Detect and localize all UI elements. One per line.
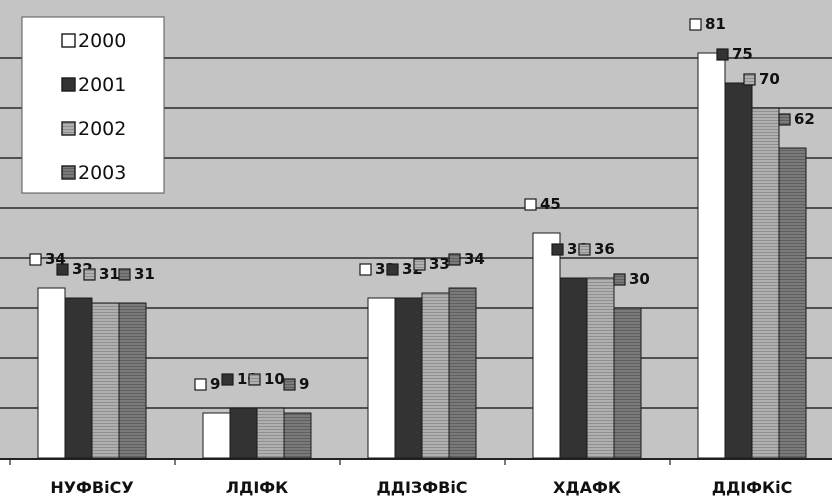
data-label-marker — [359, 263, 372, 276]
data-label-marker — [83, 268, 96, 281]
legend: 2000 2001 2002 2003 — [21, 16, 165, 194]
bar-1-2003 — [118, 302, 147, 459]
data-label-marker — [283, 378, 296, 391]
bar-1-2000 — [37, 287, 66, 459]
x-axis: НУФВіСУ ЛДІФК ДДІЗФВіС ХДАФК ДДІФКіС — [9, 458, 793, 497]
data-label-marker — [613, 273, 626, 286]
bar-3-2000 — [367, 297, 396, 459]
data-label-marker — [716, 48, 729, 61]
data-label-4-2002: 36 — [594, 240, 615, 258]
data-label-3-2002: 33 — [429, 255, 450, 273]
legend-swatch-2002 — [61, 121, 76, 136]
data-label-2-2000: 9 — [210, 375, 220, 393]
x-tick-label-5: ДДІФКіС — [712, 478, 793, 497]
bar-5-2002 — [751, 107, 780, 459]
data-label-marker — [448, 253, 461, 266]
bar-4-2000 — [532, 232, 561, 459]
legend-label-2003: 2003 — [78, 162, 126, 184]
data-label-marker — [551, 243, 564, 256]
data-label-marker — [743, 73, 756, 86]
bar-2-2002 — [256, 407, 285, 459]
legend-swatch-2001 — [61, 77, 76, 92]
data-label-marker — [689, 18, 702, 31]
data-label-marker — [578, 243, 591, 256]
x-tick-label-3: ДДІЗФВіС — [376, 478, 467, 497]
legend-swatch-2003 — [61, 165, 76, 180]
bars — [37, 52, 807, 459]
data-label-5-2001: 75 — [732, 45, 753, 63]
data-label-1-2002: 31 — [99, 265, 120, 283]
legend-label-2002: 2002 — [78, 118, 126, 140]
x-tick-label-1: НУФВіСУ — [50, 478, 133, 497]
bar-1-2001 — [64, 297, 93, 459]
data-label-4-2000: 45 — [540, 195, 561, 213]
data-label-2-2002: 10 — [264, 370, 285, 388]
data-label-5-2002: 70 — [759, 70, 780, 88]
bar-3-2003 — [448, 287, 477, 459]
bar-5-2003 — [778, 147, 807, 459]
bar-5-2001 — [724, 82, 753, 459]
data-label-marker — [778, 113, 791, 126]
legend-swatch-2000 — [61, 33, 76, 48]
data-label-marker — [56, 263, 69, 276]
legend-box — [21, 16, 165, 194]
data-label-marker — [118, 268, 131, 281]
data-label-5-2000: 81 — [705, 15, 726, 33]
data-label-marker — [413, 258, 426, 271]
bar-4-2002 — [586, 277, 615, 459]
bar-4-2001 — [559, 277, 588, 459]
x-tick-label-4: ХДАФК — [553, 478, 621, 497]
data-label-marker — [386, 263, 399, 276]
data-label-3-2003: 34 — [464, 250, 485, 268]
legend-label-2001: 2001 — [78, 74, 126, 96]
legend-label-2000: 2000 — [78, 30, 126, 52]
data-label-4-2003: 30 — [629, 270, 650, 288]
x-tick-label-2: ЛДІФК — [226, 478, 288, 497]
data-label-1-2003: 31 — [134, 265, 155, 283]
axis-strip-background — [0, 460, 832, 500]
data-label-marker — [194, 378, 207, 391]
data-label-marker — [248, 373, 261, 386]
data-label-marker — [524, 198, 537, 211]
bar-2-2003 — [283, 412, 312, 459]
data-label-5-2003: 62 — [794, 110, 815, 128]
bar-3-2001 — [394, 297, 423, 459]
bar-2-2000 — [202, 412, 231, 459]
bar-3-2002 — [421, 292, 450, 459]
data-label-2-2003: 9 — [299, 375, 309, 393]
bar-5-2000 — [697, 52, 726, 459]
data-label-marker — [221, 373, 234, 386]
data-label-marker — [29, 253, 42, 266]
bar-2-2001 — [229, 407, 258, 459]
bar-1-2002 — [91, 302, 120, 459]
bar-4-2003 — [613, 307, 642, 459]
